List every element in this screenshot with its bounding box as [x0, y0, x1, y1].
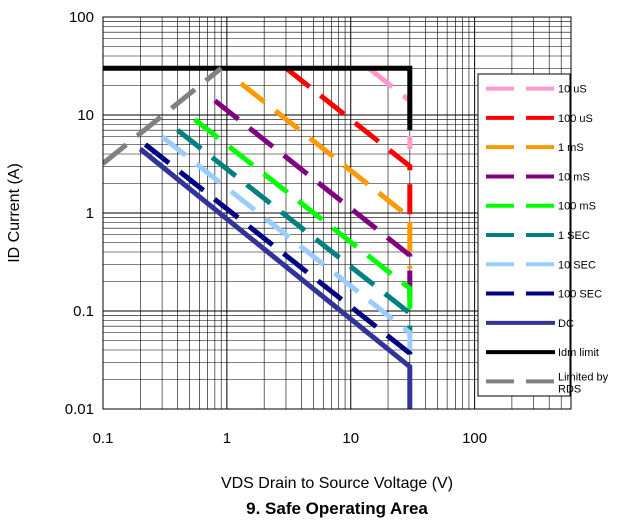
x-tick-label: 0.1 [93, 430, 114, 447]
chart-title: 9. Safe Operating Area [246, 499, 428, 518]
legend-label: 10 uS [558, 84, 587, 96]
x-tick-label: 10 [342, 430, 359, 447]
series-line [103, 66, 223, 166]
series-line [176, 128, 413, 333]
x-tick-label: 100 [462, 430, 487, 447]
x-tick-labels: 0.1 1 10 100 [93, 430, 488, 447]
legend-label: 1 SEC [558, 230, 590, 242]
legend-label: 100 uS [558, 113, 593, 125]
legend: 10 uS 100 uS 1 mS 10 mS 100 mS 1 SEC 10 SEC 100… [477, 73, 609, 397]
series-line [138, 147, 413, 409]
series-line [143, 142, 413, 366]
y-axis-label: ID Current (A) [6, 163, 23, 263]
y-tick-label: 100 [69, 9, 94, 26]
legend-label: 10 SEC [558, 259, 596, 271]
y-tick-label: 10 [77, 107, 94, 124]
series-layer [103, 65, 413, 409]
series-line [239, 81, 413, 269]
legend-label: RDS [558, 383, 581, 395]
legend-label: 1 mS [558, 142, 584, 154]
plot-frame [102, 16, 572, 410]
y-tick-label: 1 [86, 205, 94, 222]
legend-label: DC [558, 318, 574, 330]
legend-label: 100 mS [558, 201, 596, 213]
y-tick-label: 0.01 [65, 401, 94, 418]
series-line [213, 98, 413, 300]
legend-label: Limited by [558, 371, 609, 383]
series-line [160, 134, 413, 350]
series-line [103, 65, 413, 131]
legend-label: 100 SEC [558, 289, 602, 301]
x-axis-label: VDS Drain to Source Voltage (V) [221, 475, 453, 492]
series-line [193, 117, 413, 321]
y-tick-label: 0.1 [73, 303, 94, 320]
legend-label: 10 mS [558, 171, 590, 183]
y-tick-labels: 0.01 0.1 1 10 100 [65, 9, 94, 418]
legend-label: Idm limit [558, 347, 599, 359]
series-line [284, 66, 413, 229]
x-tick-label: 1 [223, 430, 231, 447]
